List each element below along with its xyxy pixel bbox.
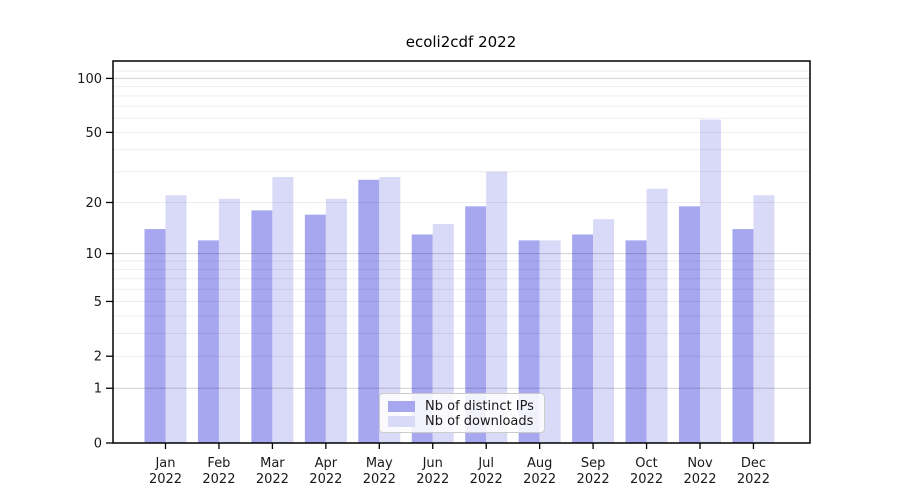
legend-row-downloads: Nb of downloads: [388, 413, 536, 429]
x-tick-label-month: Oct: [635, 456, 657, 471]
bar-distinct-ips-aug: [518, 240, 540, 443]
bar-downloads-aug: [539, 240, 561, 443]
bar-distinct-ips-sep: [572, 234, 594, 443]
x-tick-label-year: 2022: [309, 472, 342, 487]
x-tick-label-month: Jan: [154, 456, 175, 471]
bar-distinct-ips-may: [358, 179, 380, 443]
bar-downloads-nov: [700, 119, 721, 443]
bar-downloads-mar: [272, 176, 294, 443]
bar-distinct-ips-jun: [411, 234, 433, 443]
bar-distinct-ips-jul: [465, 206, 487, 443]
y-tick-label: 100: [77, 72, 102, 87]
x-tick-label-month: Jul: [477, 456, 494, 471]
bar-downloads-oct: [646, 188, 668, 443]
x-tick-label-year: 2022: [470, 472, 503, 487]
bar-downloads-may: [379, 176, 401, 443]
y-tick-label: 2: [94, 350, 102, 365]
plot-border: [112, 60, 811, 444]
x-tick-label-year: 2022: [737, 472, 770, 487]
bar-distinct-ips-jan: [144, 229, 166, 443]
x-tick-label-year: 2022: [577, 472, 610, 487]
x-tick-label-month: Feb: [207, 456, 230, 471]
bar-distinct-ips-dec: [732, 229, 754, 443]
x-tick-label-month: Aug: [527, 456, 552, 471]
x-tick-label-year: 2022: [523, 472, 556, 487]
y-tick-label: 10: [85, 247, 102, 262]
x-tick-label-month: Dec: [741, 456, 766, 471]
bar-downloads-sep: [593, 219, 615, 443]
x-tick-label-month: Mar: [260, 456, 285, 471]
bar-downloads-jan: [165, 195, 187, 443]
bar-distinct-ips-oct: [625, 240, 647, 443]
legend-row-distinct-ips: Nb of distinct IPs: [388, 398, 536, 414]
x-tick-label-year: 2022: [202, 472, 235, 487]
legend: Nb of distinct IPs Nb of downloads: [379, 393, 545, 433]
y-tick-label: 50: [85, 126, 102, 141]
bar-downloads-dec: [753, 195, 775, 443]
legend-swatch-distinct-ips: [388, 400, 415, 412]
x-tick-label-year: 2022: [416, 472, 449, 487]
x-tick-label-month: Jun: [422, 456, 443, 471]
bar-distinct-ips-nov: [679, 206, 700, 443]
bar-distinct-ips-mar: [251, 210, 273, 443]
chart-title: ecoli2cdf 2022: [405, 33, 517, 51]
legend-label-distinct-ips: Nb of distinct IPs: [425, 398, 534, 414]
bar-downloads-apr: [325, 198, 347, 443]
y-tick-label: 0: [94, 437, 102, 452]
y-tick-label: 1: [94, 382, 102, 397]
x-tick-label-year: 2022: [683, 472, 716, 487]
bar-distinct-ips-apr: [304, 214, 326, 443]
bar-downloads-jun: [432, 223, 454, 443]
x-tick-label-month: May: [366, 456, 393, 471]
x-tick-label-month: Sep: [581, 456, 606, 471]
y-tick-label: 20: [85, 196, 102, 211]
bar-downloads-jul: [486, 171, 508, 443]
x-tick-label-month: Nov: [687, 456, 713, 471]
x-tick-label-year: 2022: [256, 472, 289, 487]
y-tick-label: 5: [94, 295, 102, 310]
legend-swatch-downloads: [388, 415, 415, 427]
x-tick-label-year: 2022: [630, 472, 663, 487]
legend-label-downloads: Nb of downloads: [425, 413, 534, 429]
bar-downloads-feb: [218, 198, 240, 443]
x-tick-label-year: 2022: [149, 472, 182, 487]
bar-distinct-ips-feb: [197, 240, 219, 443]
x-tick-label-month: Apr: [315, 456, 338, 471]
x-tick-label-year: 2022: [363, 472, 396, 487]
